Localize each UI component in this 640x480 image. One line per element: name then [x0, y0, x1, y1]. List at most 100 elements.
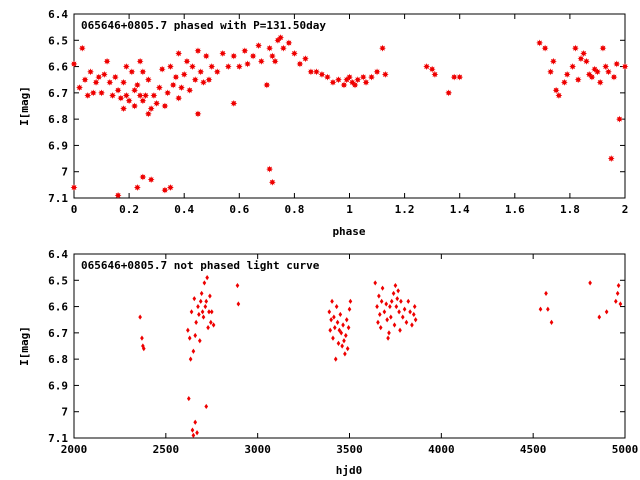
data-point	[150, 92, 158, 99]
data-point	[373, 68, 381, 76]
data-point	[607, 155, 615, 162]
data-point	[328, 327, 333, 333]
data-point	[616, 282, 621, 289]
data-point	[605, 68, 612, 76]
data-point	[307, 68, 315, 76]
data-point	[388, 303, 392, 310]
data-point	[613, 298, 618, 304]
x-tick-label: 1.2	[395, 203, 415, 216]
data-point	[98, 89, 105, 97]
y-tick-label: 7.1	[48, 192, 68, 205]
data-point	[332, 325, 337, 331]
data-point	[279, 44, 287, 52]
data-point	[175, 94, 183, 102]
data-point	[397, 309, 401, 315]
data-point	[399, 298, 403, 304]
y-tick-label: 6.8	[48, 113, 68, 126]
data-point	[87, 68, 94, 76]
y-tick-label: 6.7	[48, 87, 68, 100]
data-point	[428, 65, 436, 73]
data-point	[188, 356, 193, 362]
data-point	[552, 86, 560, 94]
data-point	[164, 89, 172, 97]
data-point	[139, 68, 147, 76]
x-tick-labels: 2000 2500 3000 3500 4000 4500 5000	[61, 443, 639, 456]
data-point	[384, 301, 389, 307]
data-point	[330, 298, 334, 304]
data-point	[203, 303, 208, 310]
data-point	[596, 78, 604, 86]
data-point	[621, 63, 629, 70]
data-point	[577, 55, 585, 63]
x-tick-label: 4000	[428, 443, 455, 456]
data-point	[131, 86, 139, 94]
data-point	[198, 298, 203, 304]
data-point	[379, 298, 384, 304]
data-point	[202, 280, 207, 286]
data-point	[191, 76, 199, 84]
data-point	[153, 99, 161, 107]
data-point	[133, 184, 141, 191]
data-point	[76, 84, 83, 91]
data-point	[78, 44, 86, 52]
data-point	[236, 301, 241, 307]
data-point	[602, 63, 610, 70]
x-tick-label: 1.8	[560, 203, 580, 216]
y-tick-label: 6.4	[48, 8, 68, 21]
data-point	[456, 73, 464, 81]
data-point	[142, 92, 150, 99]
data-point	[423, 63, 431, 70]
data-point	[122, 63, 130, 70]
unphased-light-curve-panel: 2000 2500 3000 3500 4000 4500 5000 6.46.56.66.…	[18, 248, 638, 477]
data-point	[187, 335, 192, 341]
data-point	[334, 303, 339, 310]
data-point	[615, 290, 620, 297]
data-point	[379, 44, 386, 52]
data-point	[389, 298, 394, 304]
data-point	[204, 298, 209, 304]
data-point	[574, 76, 582, 84]
data-point	[211, 322, 216, 328]
data-point	[351, 81, 359, 89]
data-point	[191, 432, 196, 438]
data-point	[230, 52, 238, 60]
data-point	[206, 325, 210, 331]
data-point	[167, 184, 174, 191]
data-point	[599, 44, 607, 52]
data-point	[381, 71, 389, 78]
data-point	[133, 81, 141, 89]
data-point	[194, 319, 198, 325]
x-tick-label: 2000	[61, 443, 88, 456]
y-tick-label: 6.9	[48, 139, 68, 152]
data-point	[335, 76, 342, 84]
y-tick-label: 6.9	[48, 379, 68, 392]
x-axis-label: phase	[332, 225, 365, 238]
y-tick-label: 7	[61, 406, 68, 419]
data-point	[235, 282, 240, 289]
y-tick-labels: 6.4 6.5 6.6 6.7 6.8 6.9 7 7.1	[48, 248, 68, 445]
data-point	[377, 293, 381, 299]
data-point	[394, 303, 399, 310]
data-point	[136, 92, 144, 99]
data-point	[195, 430, 199, 436]
axis-ticks	[73, 253, 626, 439]
data-point	[395, 296, 400, 302]
data-point	[201, 314, 206, 320]
data-point	[389, 314, 393, 320]
data-point	[302, 55, 309, 63]
data-point	[450, 73, 458, 81]
data-point	[178, 84, 185, 91]
data-point	[120, 78, 127, 86]
data-point	[70, 184, 78, 191]
data-point	[136, 57, 144, 65]
data-point	[398, 327, 402, 333]
data-point	[230, 99, 238, 107]
data-points	[70, 34, 629, 199]
data-point	[618, 301, 623, 307]
data-point	[583, 57, 590, 65]
data-point	[70, 60, 78, 68]
data-point	[329, 78, 337, 86]
y-tick-label: 6.6	[48, 61, 68, 74]
data-point	[376, 319, 380, 325]
